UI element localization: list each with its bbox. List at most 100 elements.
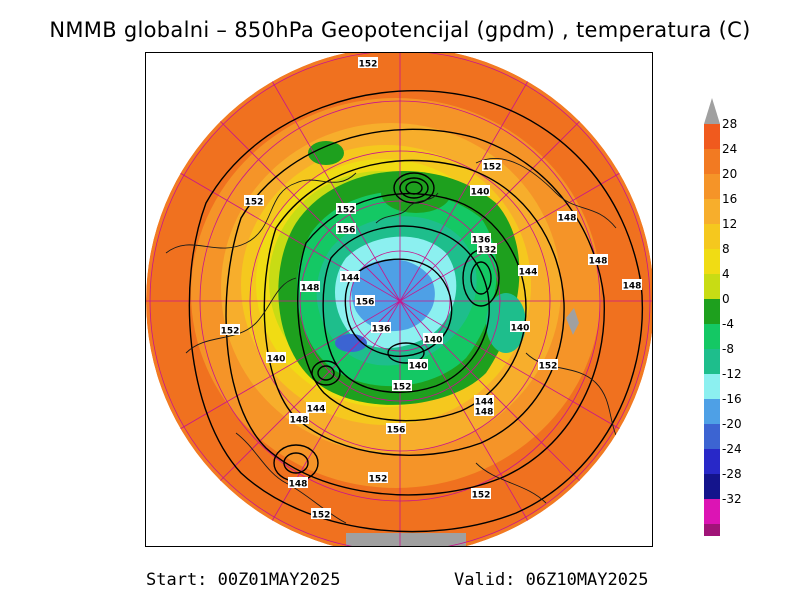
colorbar-label: -20	[722, 417, 742, 431]
svg-text:132: 132	[478, 246, 497, 256]
start-time: Start: 00Z01MAY2025	[146, 570, 341, 590]
height-label: 148	[288, 477, 308, 490]
colorbar-swatch	[704, 249, 720, 274]
height-label: 152	[244, 195, 264, 208]
svg-text:148: 148	[290, 416, 309, 426]
colorbar-label: 28	[722, 117, 738, 131]
height-label: 152	[220, 324, 240, 337]
height-label: 156	[386, 423, 406, 436]
colorbar-swatch	[704, 399, 720, 424]
svg-text:152: 152	[369, 475, 388, 485]
colorbar-swatch	[704, 524, 720, 549]
height-label: 144	[306, 402, 326, 415]
height-label: 152	[311, 508, 331, 521]
height-label: 140	[266, 352, 286, 365]
svg-text:152: 152	[483, 163, 502, 173]
svg-text:152: 152	[472, 491, 491, 501]
height-labels: 1521521521401521561481361321481441481441…	[220, 57, 642, 521]
valid-time: Valid: 06Z10MAY2025	[454, 570, 649, 590]
colorbar-label: -28	[722, 467, 742, 481]
map-title: NMMB globalni – 850hPa Geopotencijal (gp…	[49, 18, 751, 42]
height-label: 152	[358, 57, 378, 70]
colorbar-swatch	[704, 199, 720, 224]
height-label: 152	[538, 359, 558, 372]
height-label: 156	[355, 295, 375, 308]
graticule	[146, 53, 652, 546]
svg-text:140: 140	[471, 188, 490, 198]
svg-text:148: 148	[301, 284, 320, 294]
svg-text:136: 136	[372, 325, 391, 335]
height-label: 140	[408, 359, 428, 372]
height-label: 152	[336, 203, 356, 216]
colorbar-swatch	[704, 349, 720, 374]
svg-text:144: 144	[341, 274, 360, 284]
svg-text:148: 148	[475, 408, 494, 418]
svg-text:156: 156	[387, 426, 406, 436]
height-label: 148	[289, 413, 309, 426]
svg-text:152: 152	[359, 60, 378, 70]
height-label: 152	[482, 160, 502, 173]
height-label: 144	[474, 395, 494, 408]
svg-text:148: 148	[289, 480, 308, 490]
colorbar-swatch	[704, 224, 720, 249]
colorbar-label: 20	[722, 167, 738, 181]
colorbar-label: -24	[722, 442, 742, 456]
svg-text:152: 152	[393, 383, 412, 393]
map-panel: 152 152 152 140 152 156 148 136 132 148 144 148 144 1…	[145, 52, 653, 547]
svg-text:156: 156	[356, 298, 375, 308]
svg-text:144: 144	[307, 405, 326, 415]
svg-text:148: 148	[623, 282, 642, 292]
colorbar-label: 12	[722, 217, 738, 231]
colorbar	[700, 96, 800, 561]
svg-text:140: 140	[424, 336, 443, 346]
svg-text:144: 144	[519, 268, 538, 278]
colorbar-top-cap	[704, 98, 720, 124]
svg-text:148: 148	[589, 257, 608, 267]
svg-text:152: 152	[245, 198, 264, 208]
colorbar-swatch	[704, 374, 720, 399]
colorbar-swatch	[704, 474, 720, 499]
height-label: 144	[340, 271, 360, 284]
colorbar-label: 24	[722, 142, 738, 156]
height-label: 148	[557, 211, 577, 224]
svg-text:140: 140	[409, 362, 428, 372]
height-label: 148	[300, 281, 320, 294]
svg-text:152: 152	[312, 511, 331, 521]
colorbar-label: 16	[722, 192, 738, 206]
height-label: 140	[510, 321, 530, 334]
colorbar-swatch	[704, 124, 720, 149]
svg-text:152: 152	[221, 327, 240, 337]
height-label: 140	[470, 185, 490, 198]
svg-text:140: 140	[267, 355, 286, 365]
colorbar-label: -12	[722, 367, 742, 381]
colorbar-label: -32	[722, 492, 742, 506]
colorbar-swatch	[704, 449, 720, 474]
svg-text:156: 156	[337, 226, 356, 236]
colorbar-label: -8	[722, 342, 734, 356]
colorbar-swatch	[704, 174, 720, 199]
polar-map-svg: 1521521521401521561481361321481441481441…	[146, 53, 652, 546]
height-label: 148	[588, 254, 608, 267]
colorbar-swatch	[704, 149, 720, 174]
svg-text:152: 152	[337, 206, 356, 216]
height-label: 148	[474, 405, 494, 418]
svg-text:148: 148	[558, 214, 577, 224]
height-label: 144	[518, 265, 538, 278]
height-label: 140	[423, 333, 443, 346]
height-label: 132	[477, 243, 497, 256]
colorbar-swatch	[704, 499, 720, 524]
height-label: 152	[392, 380, 412, 393]
svg-text:140: 140	[511, 324, 530, 334]
height-label: 136	[471, 233, 491, 246]
colorbar-swatch	[704, 324, 720, 349]
height-label: 152	[368, 472, 388, 485]
height-label: 152	[471, 488, 491, 501]
svg-text:136: 136	[472, 236, 491, 246]
height-label: 148	[622, 279, 642, 292]
svg-text:144: 144	[475, 398, 494, 408]
colorbar-label: 0	[722, 292, 730, 306]
colorbar-swatch	[704, 424, 720, 449]
svg-text:152: 152	[539, 362, 558, 372]
colorbar-swatch	[704, 299, 720, 324]
colorbar-label: 4	[722, 267, 730, 281]
